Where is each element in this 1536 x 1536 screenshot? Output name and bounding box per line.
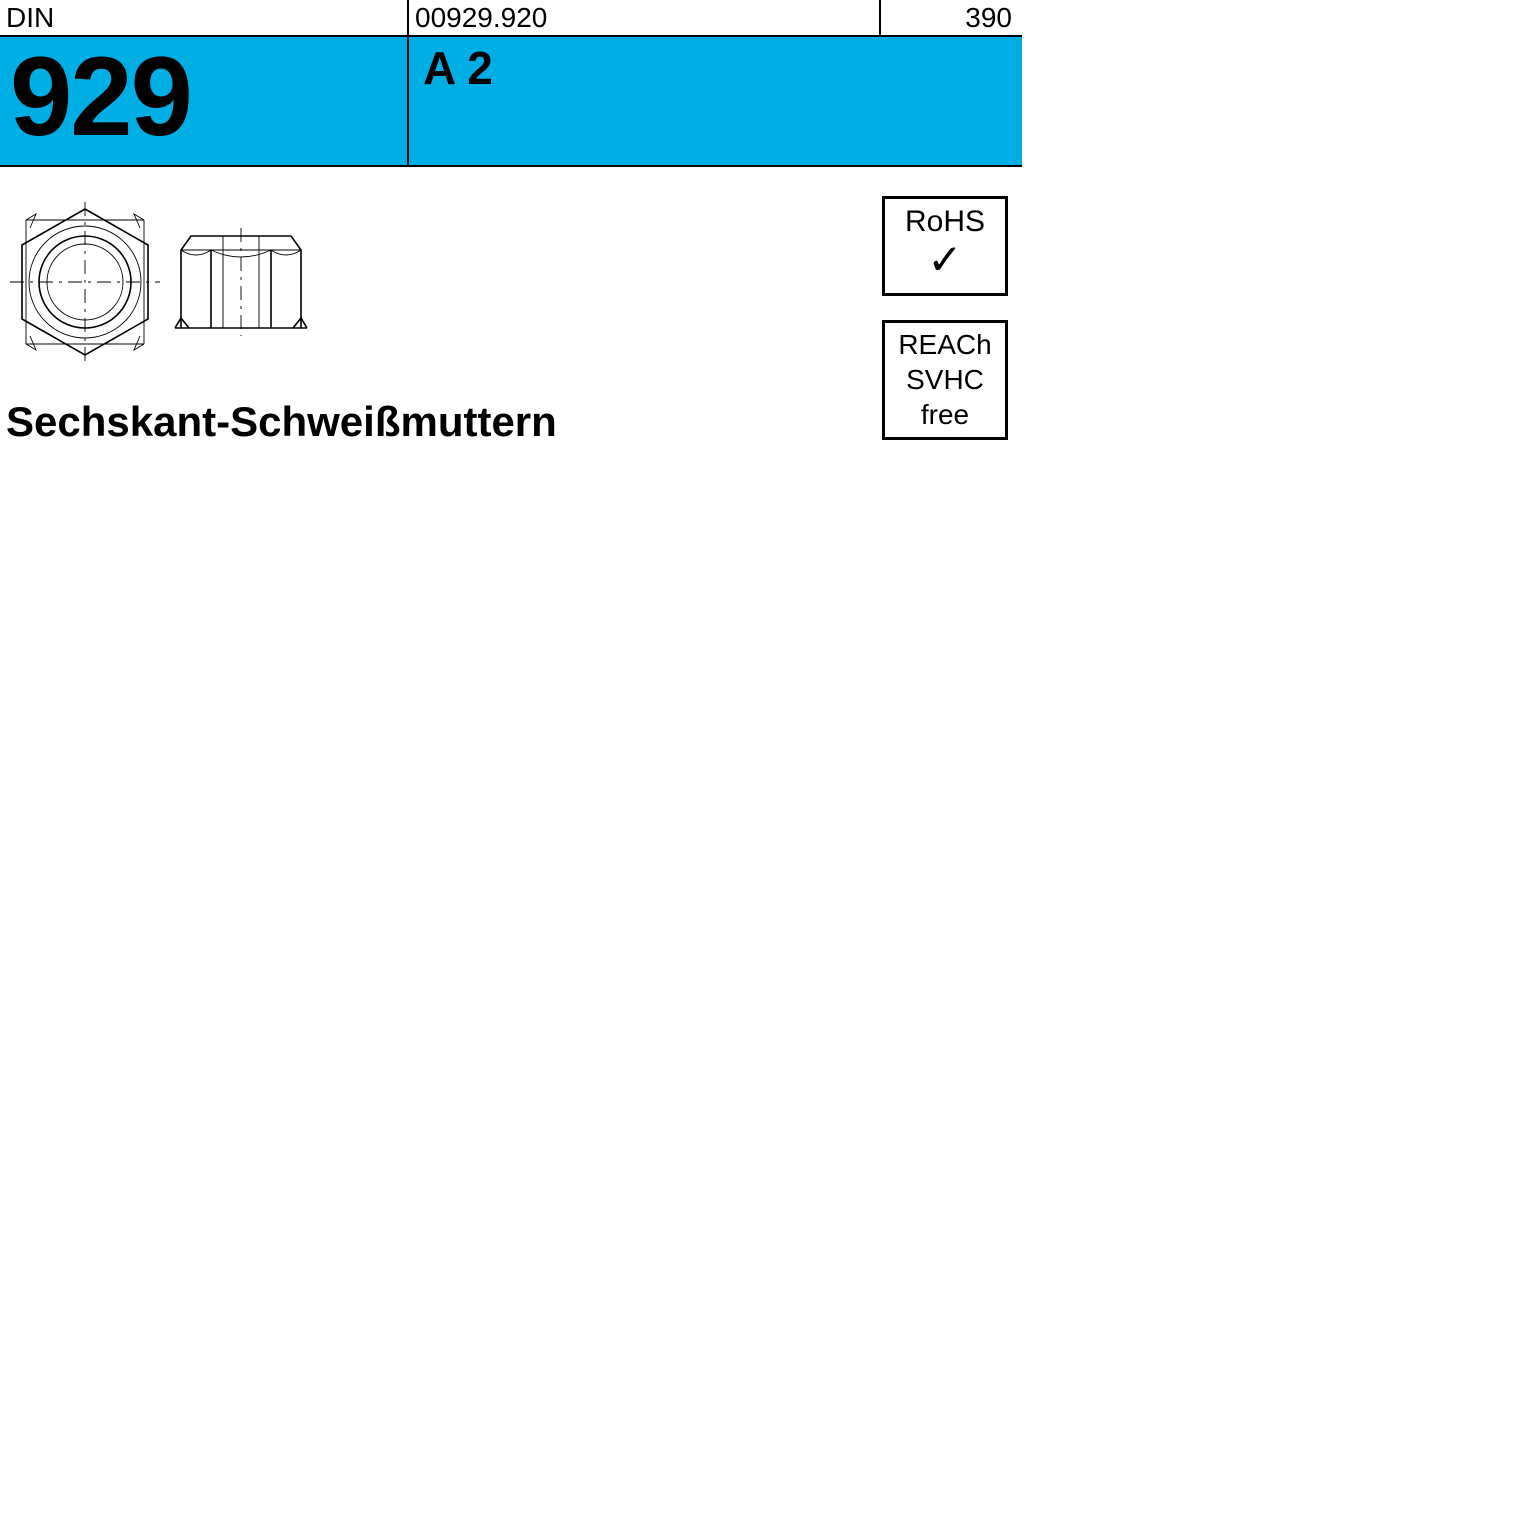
reach-line1: REACh xyxy=(885,327,1005,362)
product-code: 00929.920 xyxy=(408,0,880,36)
reach-line2: SVHC xyxy=(885,362,1005,397)
product-title: Sechskant-Schweißmuttern xyxy=(6,398,557,446)
rohs-label: RoHS xyxy=(885,205,1005,239)
standard-label: DIN xyxy=(0,0,408,36)
standard-number: 929 xyxy=(0,36,408,166)
reach-line3: free xyxy=(885,397,1005,432)
header-table: DIN 00929.920 390 929 A 2 xyxy=(0,0,1022,167)
datasheet-page: DIN 00929.920 390 929 A 2 xyxy=(0,0,1022,1022)
rohs-badge: RoHS ✓ xyxy=(882,196,1008,296)
reach-badge: REACh SVHC free xyxy=(882,320,1008,440)
material-grade: A 2 xyxy=(408,36,1022,166)
check-icon: ✓ xyxy=(885,239,1005,281)
page-number: 390 xyxy=(880,0,1022,36)
technical-drawing xyxy=(6,196,316,376)
